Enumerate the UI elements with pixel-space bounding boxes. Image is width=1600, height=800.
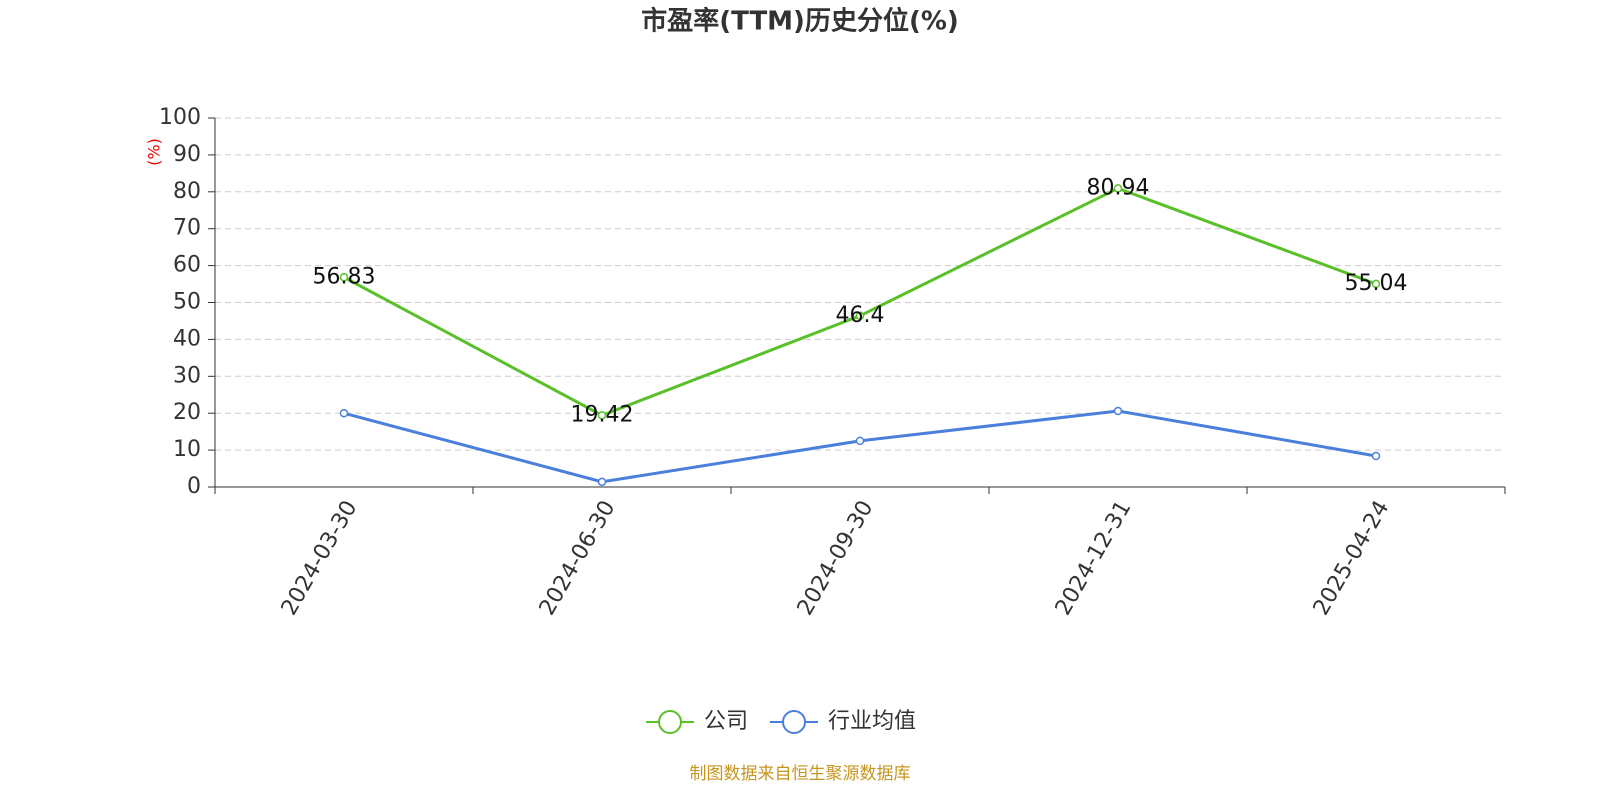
data-label: 56.83 — [313, 264, 376, 289]
data-point — [855, 436, 865, 446]
y-tick-label: 90 — [173, 142, 201, 167]
x-tick-label: 2025-04-24 — [1309, 497, 1395, 620]
y-axis-label: (%) — [145, 138, 164, 166]
data-label: 80.94 — [1087, 175, 1150, 200]
data-point — [339, 273, 349, 282]
legend-marker — [658, 710, 682, 734]
y-tick-label: 0 — [187, 474, 201, 499]
x-tick-label: 2024-06-30 — [535, 497, 621, 620]
data-point — [855, 311, 865, 321]
legend-label: 公司 — [704, 709, 748, 734]
data-point — [339, 408, 349, 418]
y-tick-label: 60 — [173, 253, 201, 278]
y-tick-label: 40 — [173, 326, 201, 351]
data-point — [1371, 279, 1381, 289]
source-note: 制图数据来自恒生聚源数据库 — [690, 764, 911, 784]
data-point — [1113, 184, 1123, 193]
x-tick-label: 2024-03-30 — [277, 497, 363, 620]
x-tick-label: 2024-12-31 — [1051, 497, 1137, 620]
data-point — [597, 411, 607, 420]
x-tick-label: 2024-09-30 — [793, 497, 879, 620]
series-line — [343, 409, 1377, 484]
data-point — [597, 477, 607, 487]
data-label: 46.4 — [836, 303, 885, 328]
y-tick-label: 80 — [173, 179, 201, 204]
y-tick-label: 10 — [173, 437, 201, 462]
y-tick-label: 70 — [173, 216, 201, 241]
y-tick-label: 100 — [159, 105, 201, 130]
legend-label: 行业均值 — [828, 709, 916, 734]
data-point — [1113, 406, 1123, 416]
chart-title: 市盈率(TTM)历史分位(%) — [641, 6, 959, 37]
y-tick-label: 20 — [173, 400, 201, 425]
data-point — [1371, 451, 1381, 461]
y-tick-label: 50 — [173, 290, 201, 315]
y-tick-label: 30 — [173, 363, 201, 388]
legend-marker — [782, 710, 807, 734]
data-label: 55.04 — [1345, 271, 1408, 296]
data-label: 19.42 — [571, 402, 634, 427]
